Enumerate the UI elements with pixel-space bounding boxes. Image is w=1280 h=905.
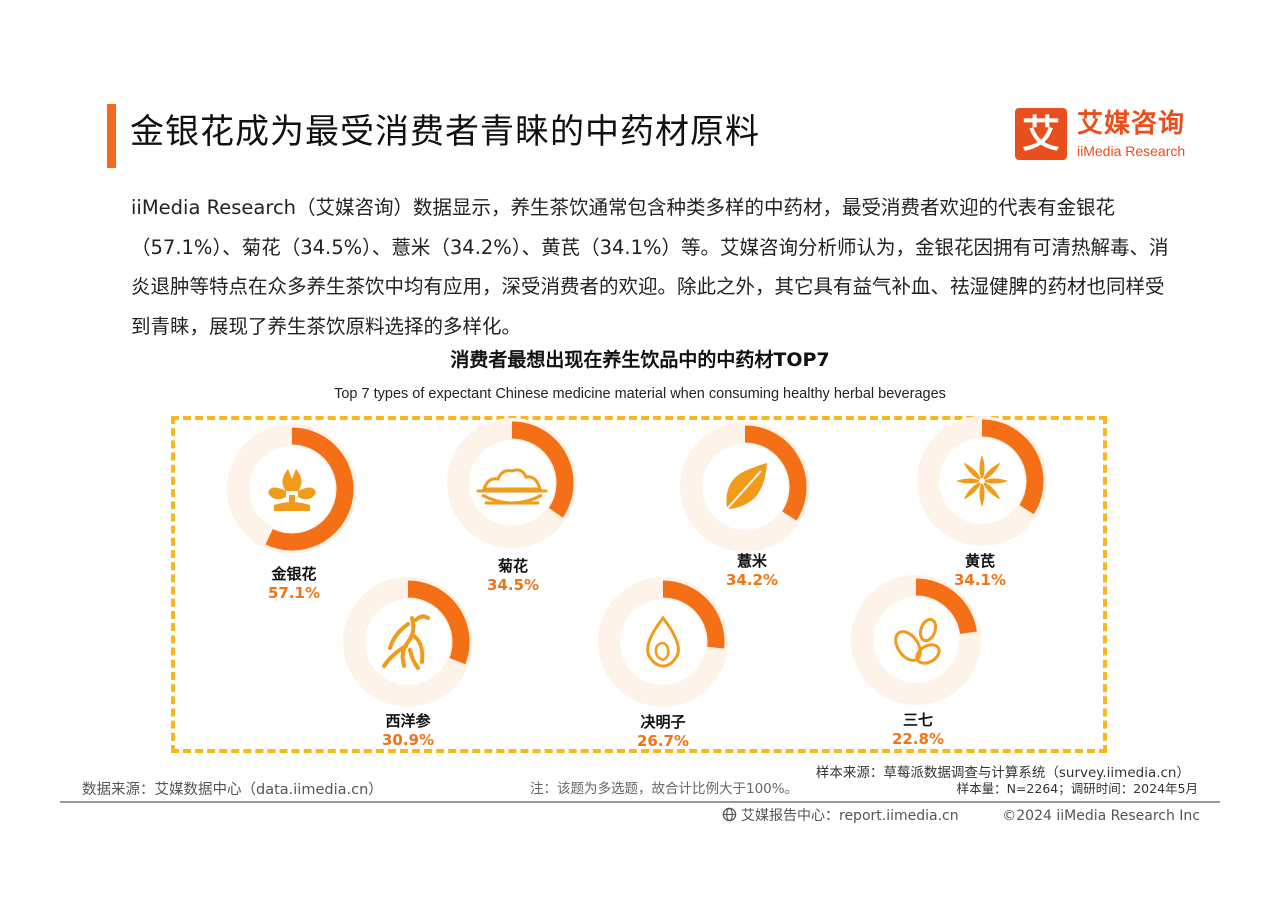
ring-arc (265, 427, 354, 551)
ring-arc (662, 580, 725, 649)
ring-progress (598, 577, 728, 707)
item-label: 薏米 (736, 552, 767, 570)
ring-arc (744, 425, 807, 521)
honeysuckle-flower-icon (268, 469, 316, 511)
ring-progress (447, 418, 577, 548)
sample-size: 样本量：N=2264；调研时间：2024年5月 (956, 781, 1198, 796)
footer-divider (60, 801, 1220, 803)
ring-progress (851, 575, 981, 705)
logo-icon: 艾 (1015, 108, 1067, 160)
data-source: 数据来源：艾媒数据中心（data.iimedia.cn） (82, 782, 383, 798)
item-value: 57.1% (267, 584, 321, 602)
item-label: 三七 (902, 711, 933, 729)
iimedia-logo: 艾 艾媒咨询 iiMedia Research (1015, 108, 1205, 164)
item-label: 决明子 (640, 713, 686, 731)
item-label: 黄芪 (964, 552, 995, 570)
seeds-icon (894, 617, 941, 665)
chart-subtitle: Top 7 types of expectant Chinese medicin… (334, 386, 946, 402)
chart-title: 消费者最想出现在养生饮品中的中药材TOP7 (450, 349, 830, 371)
copyright: ©2024 iiMedia Research Inc (1002, 808, 1200, 824)
report-center: 艾媒报告中心：report.iimedia.cn (722, 806, 959, 826)
chart-frame (171, 416, 1107, 753)
ginseng-root-icon (382, 614, 430, 670)
item-label: 菊花 (497, 557, 528, 575)
item-label: 金银花 (271, 565, 317, 583)
item-value: 34.5% (486, 576, 540, 594)
report-center-text: 艾媒报告中心：report.iimedia.cn (741, 808, 959, 824)
ring-arc (915, 578, 977, 635)
sample-source: 样本来源：草莓派数据调查与计算系统（survey.iimedia.cn） (815, 765, 1190, 781)
star-anise-icon (956, 455, 1008, 507)
ring-progress (917, 416, 1047, 546)
ring-inner (469, 440, 555, 526)
ring-arc (511, 421, 574, 518)
summary-paragraph: iiMedia Research（艾媒咨询）数据显示，养生茶饮通常包含种类多样的… (131, 196, 1169, 338)
footnote: 注：该题为多选题，故合计比例大于100%。 (530, 781, 799, 797)
ring-progress (343, 577, 473, 707)
title-accent-bar (107, 104, 116, 168)
leaf-icon (724, 463, 767, 512)
chrysanthemum-bowl-icon (476, 468, 548, 505)
water-drop-seed-icon (646, 615, 680, 668)
item-value: 30.9% (381, 731, 435, 749)
page-title: 金银花成为最受消费者青睐的中药材原料 (130, 112, 760, 152)
item-value: 22.8% (891, 730, 945, 748)
ring-progress (680, 422, 810, 552)
ring-progress (227, 424, 357, 554)
item-value: 26.7% (636, 732, 690, 750)
item-label: 西洋参 (385, 712, 431, 730)
item-value: 34.2% (725, 571, 779, 589)
item-value: 34.1% (953, 571, 1007, 589)
logo-en-text: iiMedia Research (1077, 143, 1186, 159)
logo-cn-text: 艾媒咨询 (1077, 109, 1186, 139)
globe-icon (722, 807, 737, 822)
ring-arc (981, 419, 1044, 515)
ring-arc (407, 580, 470, 665)
